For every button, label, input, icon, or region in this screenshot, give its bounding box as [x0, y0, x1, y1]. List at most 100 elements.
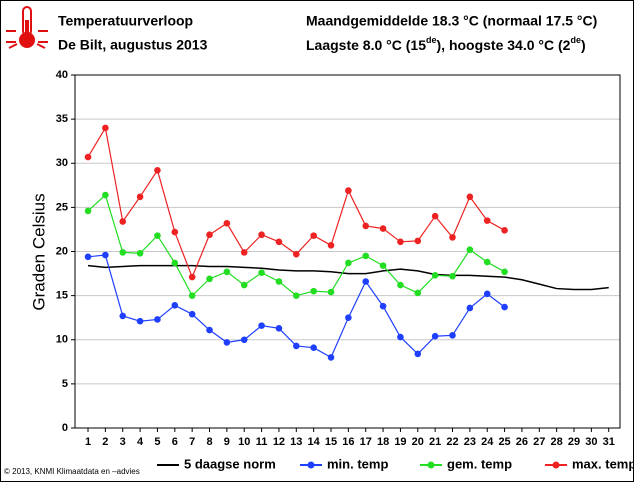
x-tick-label: 23: [464, 436, 476, 448]
data-point: [102, 251, 109, 259]
legend-label: gem. temp: [447, 456, 512, 471]
data-point: [414, 350, 422, 358]
data-point: [292, 292, 300, 299]
x-tick-label: 13: [290, 436, 302, 448]
x-tick-label: 24: [481, 436, 494, 448]
data-point: [206, 231, 213, 239]
data-point: [327, 288, 335, 296]
data-point: [310, 232, 317, 239]
data-point: [483, 217, 491, 224]
data-point: [84, 253, 92, 261]
data-point: [431, 212, 439, 220]
data-point: [258, 231, 265, 239]
data-point: [501, 268, 508, 276]
data-point: [154, 232, 161, 239]
superscript: de: [570, 35, 581, 45]
data-point: [188, 292, 196, 299]
superscript: de: [426, 35, 437, 45]
x-tick-label: 29: [568, 436, 580, 448]
footer: © 2013, KNMI Klimaatdata en –advies: [4, 467, 140, 476]
subtitle: De Bilt, augustus 2013: [58, 37, 208, 53]
data-point: [379, 262, 387, 269]
data-point: [171, 302, 179, 309]
x-tick-label: 6: [172, 436, 178, 448]
x-tick-label: 31: [603, 436, 615, 448]
y-tick-label: 35: [56, 113, 68, 125]
data-point: [466, 246, 474, 254]
x-tick-label: 28: [551, 436, 563, 448]
summary-line: Maandgemiddelde 18.3 °C (normaal 17.5 °C…: [306, 13, 597, 29]
data-point: [206, 326, 213, 334]
x-tick-label: 14: [308, 436, 321, 448]
summary-line: Laagste 8.0 °C (15de), hoogste 34.0 °C (…: [306, 35, 586, 52]
data-point: [397, 238, 404, 246]
data-point: [466, 193, 474, 201]
data-point: [414, 237, 422, 245]
data-point: [483, 258, 491, 266]
data-point: [102, 191, 109, 199]
summary-part: ), hoogste 34.0 °C (2: [437, 37, 571, 53]
data-point: [84, 153, 92, 161]
x-tick-label: 27: [533, 436, 545, 448]
data-point: [345, 259, 352, 267]
data-point: [136, 317, 144, 325]
x-tick-label: 8: [206, 436, 212, 448]
y-tick-label: 30: [56, 157, 68, 169]
y-tick-label: 10: [56, 334, 68, 346]
x-tick-label: 22: [446, 436, 458, 448]
data-point: [379, 225, 387, 232]
data-point: [258, 322, 265, 329]
legend-label: min. temp: [327, 456, 388, 471]
data-point: [136, 193, 144, 201]
data-point: [345, 314, 352, 321]
data-point: [223, 268, 231, 276]
data-point: [327, 242, 335, 249]
x-tick-label: 9: [224, 436, 230, 448]
data-point: [119, 249, 127, 256]
x-tick-label: 15: [325, 436, 337, 448]
x-tick-label: 20: [412, 436, 424, 448]
data-point: [240, 281, 248, 289]
legend-label: 5 daagse norm: [184, 456, 276, 471]
data-point: [379, 302, 387, 310]
data-point: [449, 234, 456, 241]
data-point: [362, 278, 370, 285]
data-point: [119, 312, 127, 320]
data-point: [397, 281, 404, 289]
data-point: [397, 333, 404, 341]
data-point: [223, 219, 231, 227]
x-tick-label: 10: [238, 436, 250, 448]
data-point: [310, 287, 317, 295]
data-point: [188, 273, 196, 281]
data-point: [188, 310, 196, 318]
x-tick-label: 21: [429, 436, 441, 448]
plot-area: [74, 74, 621, 429]
data-point: [240, 336, 248, 344]
data-point: [501, 303, 508, 311]
legend-label: max. temp: [572, 456, 634, 471]
data-point: [431, 332, 439, 340]
y-tick-label: 25: [56, 201, 68, 213]
x-tick-label: 25: [498, 436, 510, 448]
x-tick-label: 5: [154, 436, 160, 448]
x-tick-label: 2: [102, 436, 108, 448]
data-point: [483, 290, 491, 298]
x-tick-label: 4: [137, 436, 144, 448]
y-axis-label: Graden Celsius: [29, 193, 48, 310]
x-tick-label: 26: [516, 436, 528, 448]
x-tick-label: 11: [256, 436, 268, 448]
x-tick-label: 19: [394, 436, 406, 448]
x-tick-label: 12: [273, 436, 285, 448]
data-point: [310, 344, 317, 351]
title: Temperatuurverloop: [58, 13, 193, 29]
data-point: [240, 249, 248, 256]
y-tick-label: 20: [56, 245, 68, 257]
legend-marker: [427, 461, 435, 469]
data-point: [449, 272, 456, 280]
data-point: [466, 304, 474, 312]
data-point: [136, 249, 144, 257]
data-point: [223, 339, 231, 346]
data-point: [345, 187, 352, 194]
